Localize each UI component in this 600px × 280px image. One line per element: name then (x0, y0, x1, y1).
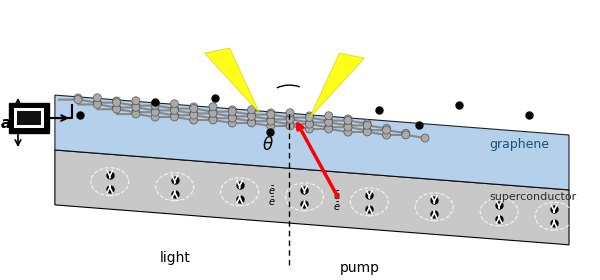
Bar (14, 108, 44, 128)
Circle shape (228, 106, 236, 114)
Circle shape (305, 114, 313, 122)
Circle shape (305, 118, 313, 127)
Circle shape (248, 111, 256, 119)
Circle shape (286, 120, 294, 128)
Circle shape (209, 109, 217, 117)
Circle shape (170, 111, 178, 119)
Circle shape (151, 106, 159, 115)
Circle shape (344, 122, 352, 129)
Circle shape (325, 123, 332, 131)
Circle shape (267, 115, 275, 123)
Circle shape (132, 108, 140, 116)
Circle shape (190, 111, 198, 119)
Circle shape (228, 119, 236, 127)
Circle shape (74, 95, 82, 104)
Circle shape (363, 120, 371, 128)
Circle shape (190, 103, 198, 111)
Circle shape (190, 109, 198, 118)
Text: pump: pump (340, 261, 379, 275)
Text: $\bar{e}$: $\bar{e}$ (332, 201, 340, 213)
Circle shape (383, 126, 391, 134)
Circle shape (344, 116, 352, 125)
Circle shape (363, 126, 371, 134)
Circle shape (248, 117, 256, 125)
Circle shape (170, 113, 178, 121)
Circle shape (113, 105, 121, 113)
Circle shape (113, 99, 121, 107)
Text: $\bar{e}$: $\bar{e}$ (268, 196, 275, 208)
Circle shape (286, 114, 294, 122)
Text: $\bar{e}$: $\bar{e}$ (268, 185, 275, 197)
Circle shape (228, 113, 236, 120)
Circle shape (170, 100, 178, 108)
Circle shape (209, 114, 217, 122)
Circle shape (344, 115, 352, 123)
Circle shape (305, 125, 313, 133)
Polygon shape (310, 53, 364, 118)
Circle shape (286, 109, 294, 117)
Circle shape (402, 129, 410, 137)
Circle shape (132, 102, 140, 110)
Circle shape (170, 106, 178, 114)
Text: light: light (159, 251, 190, 265)
Polygon shape (55, 150, 569, 245)
Circle shape (151, 113, 159, 121)
Circle shape (151, 108, 159, 116)
Circle shape (421, 134, 429, 142)
Circle shape (132, 97, 140, 105)
Circle shape (94, 100, 101, 108)
Circle shape (113, 97, 121, 105)
Circle shape (132, 103, 140, 111)
Circle shape (209, 108, 217, 116)
Circle shape (344, 123, 352, 131)
Circle shape (344, 128, 352, 136)
Text: a: a (1, 116, 11, 130)
Circle shape (267, 122, 275, 130)
Circle shape (286, 122, 294, 130)
Circle shape (94, 99, 101, 107)
Circle shape (267, 111, 275, 118)
Circle shape (248, 106, 256, 114)
Circle shape (228, 108, 236, 116)
Text: $\bar{e}$: $\bar{e}$ (332, 190, 340, 202)
Polygon shape (55, 95, 569, 190)
Circle shape (305, 112, 313, 120)
Circle shape (151, 102, 159, 109)
Circle shape (402, 131, 410, 139)
Circle shape (170, 105, 178, 113)
Circle shape (363, 121, 371, 129)
Circle shape (383, 131, 391, 139)
Circle shape (190, 104, 198, 113)
Circle shape (228, 114, 236, 122)
Circle shape (363, 128, 371, 136)
Circle shape (305, 120, 313, 128)
Circle shape (209, 116, 217, 124)
Circle shape (325, 112, 332, 120)
Circle shape (74, 94, 82, 102)
Circle shape (325, 125, 332, 133)
Text: $\theta$: $\theta$ (262, 136, 274, 154)
Circle shape (132, 110, 140, 118)
Circle shape (190, 116, 198, 124)
Text: graphene: graphene (489, 138, 549, 151)
Circle shape (94, 94, 101, 102)
Circle shape (286, 115, 294, 123)
Text: superconductor: superconductor (489, 192, 577, 202)
Circle shape (113, 104, 121, 111)
Circle shape (267, 109, 275, 117)
Circle shape (209, 103, 217, 111)
Circle shape (267, 117, 275, 125)
Bar (17, 111, 41, 125)
Circle shape (248, 119, 256, 127)
Circle shape (151, 100, 159, 108)
Circle shape (325, 117, 332, 125)
FancyBboxPatch shape (9, 103, 49, 133)
Circle shape (248, 112, 256, 120)
Circle shape (383, 125, 391, 132)
Circle shape (325, 118, 332, 126)
Polygon shape (205, 48, 260, 113)
